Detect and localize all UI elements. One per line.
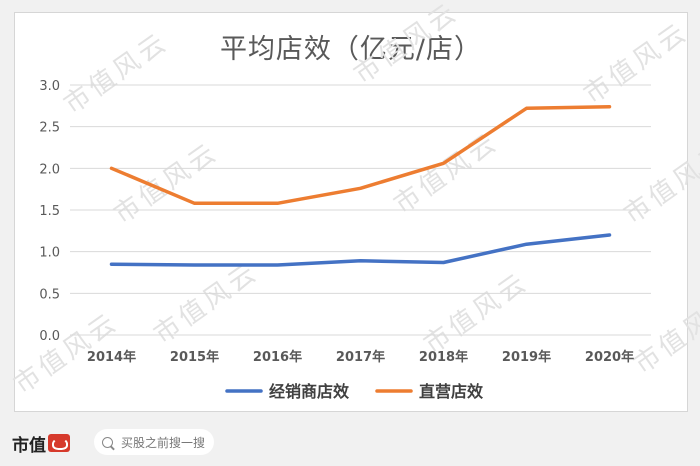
y-tick-label: 1.0	[39, 246, 60, 261]
chart-title: 平均店效（亿元/店）	[219, 34, 483, 65]
chart-card: 平均店效（亿元/店） 市值风云 市值风云 市值风云 市值风云 市值风云 市值风云 市值风云市…	[9, 0, 700, 412]
y-tick-label: 2.0	[39, 162, 60, 177]
y-tick-label: 0.0	[39, 329, 60, 344]
footer-bar: 市值 买股之前搜一搜	[0, 420, 700, 466]
y-tick-label: 2.5	[39, 121, 60, 136]
x-tick-label: 2015年	[170, 349, 219, 365]
legend-label: 经销商店效	[269, 382, 349, 401]
search-box[interactable]: 买股之前搜一搜	[94, 429, 214, 455]
search-placeholder: 买股之前搜一搜	[121, 435, 206, 450]
series-line-2	[109, 104, 612, 206]
legend-label: 直营店效	[419, 382, 483, 401]
y-tick-label: 0.5	[39, 287, 60, 302]
x-tick-label: 2016年	[253, 349, 302, 365]
brand-logo[interactable]: 市值	[12, 432, 70, 456]
brand-mark-icon	[48, 434, 70, 452]
x-tick-label: 2019年	[502, 349, 551, 365]
y-tick-label: 1.5	[39, 204, 60, 219]
x-tick-label: 2014年	[87, 349, 136, 365]
y-tick-label: 3.0	[39, 79, 60, 94]
brand-name: 市值	[12, 435, 46, 456]
x-tick-label: 2020年	[585, 349, 634, 365]
line-chart: 0.0 0.5 1.0 1.5 2.0 2.5 3.0 2014年 2015年 2016年 2017…	[39, 79, 651, 401]
x-tick-label: 2018年	[419, 349, 468, 365]
series-line-1	[109, 233, 612, 267]
search-icon	[102, 436, 113, 448]
x-tick-label: 2017年	[336, 349, 385, 365]
